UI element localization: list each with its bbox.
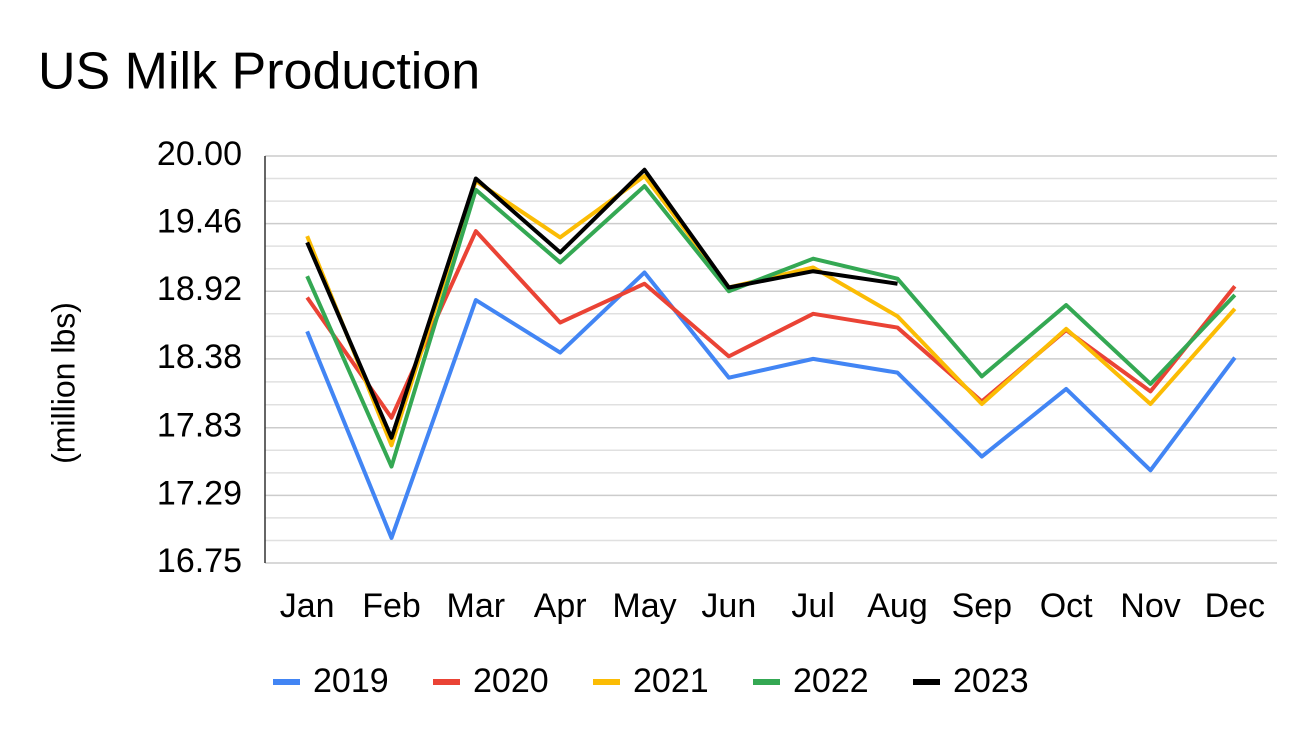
y-tick-label: 19.46 <box>157 203 242 241</box>
x-tick-label: Jul <box>791 587 834 625</box>
x-tick-label: Dec <box>1205 587 1265 625</box>
y-tick-label: 17.83 <box>157 407 242 445</box>
x-tick-label: Oct <box>1040 587 1093 625</box>
y-axis-label: (million lbs) <box>45 302 81 464</box>
x-tick-label: May <box>612 587 676 625</box>
x-tick-label: Apr <box>534 587 587 625</box>
x-tick-label: Nov <box>1120 587 1180 625</box>
legend-label: 2019 <box>313 662 389 700</box>
y-tick-label: 17.29 <box>157 474 242 512</box>
legend-label: 2022 <box>793 662 869 700</box>
legend-label: 2023 <box>953 662 1029 700</box>
y-tick-label: 16.75 <box>157 542 242 580</box>
x-tick-label: Mar <box>447 587 506 625</box>
legend-label: 2020 <box>473 662 549 700</box>
x-tick-label: Jan <box>280 587 335 625</box>
x-tick-label: Aug <box>867 587 928 625</box>
series-line <box>305 184 1237 469</box>
series-line <box>305 229 1237 420</box>
x-tick-label: Sep <box>952 587 1013 625</box>
series-line <box>305 167 898 440</box>
chart-title: US Milk Production <box>38 43 480 101</box>
y-tick-label: 18.92 <box>157 270 242 308</box>
x-tick-label: Feb <box>362 587 421 625</box>
series-line <box>305 270 1237 540</box>
legend-label: 2021 <box>633 662 709 700</box>
y-tick-label: 20.00 <box>157 135 242 173</box>
x-tick-label: Jun <box>701 587 756 625</box>
y-tick-label: 18.38 <box>157 338 242 376</box>
